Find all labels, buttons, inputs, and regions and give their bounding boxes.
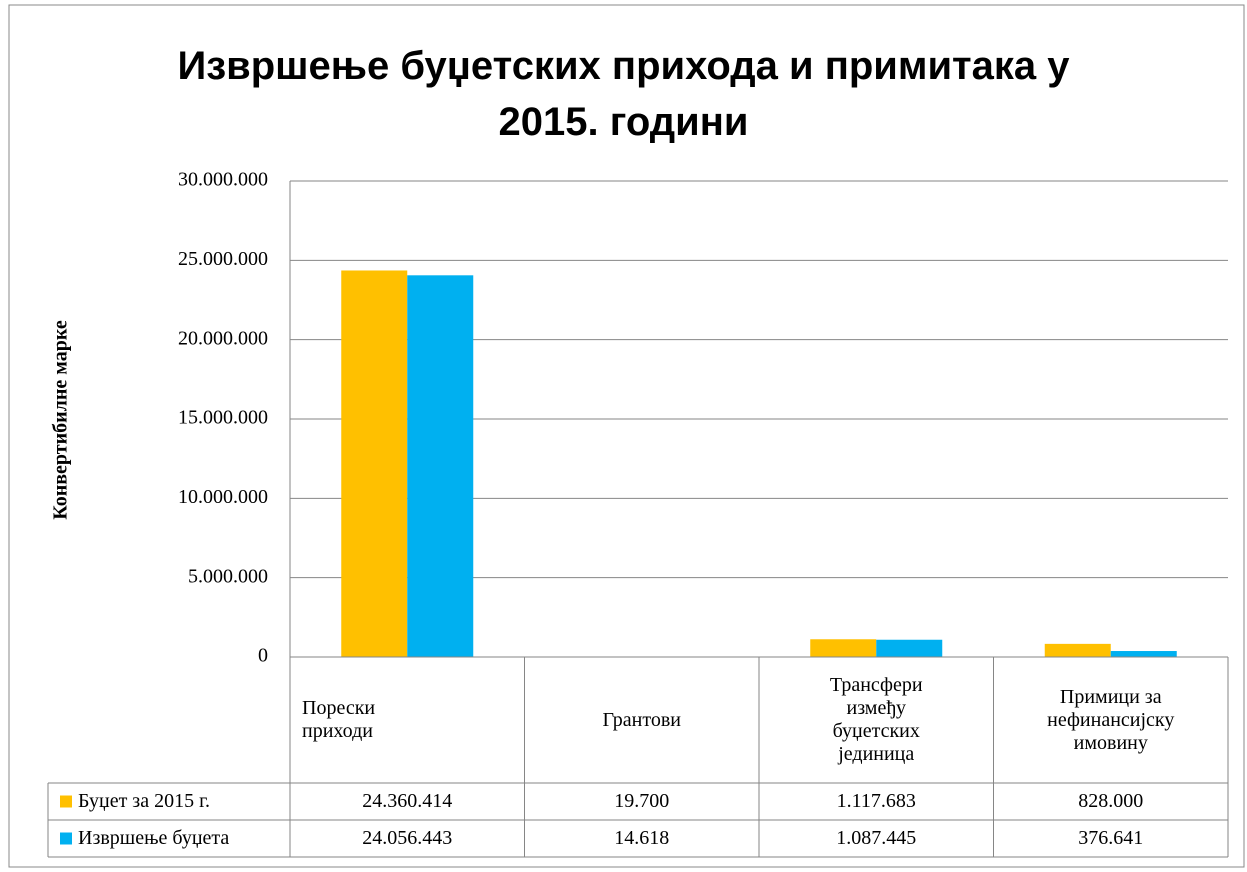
legend-swatch [60, 795, 72, 808]
y-axis-label: Конвертибилне марке [50, 320, 72, 520]
legend-label: Извршење буџета [78, 827, 229, 849]
table-value: 19.700 [614, 790, 669, 812]
bar [1044, 643, 1111, 657]
category-label: Грантови [602, 708, 681, 731]
y-tick-label: 10.000.000 [178, 486, 268, 508]
y-tick-label: 0 [258, 645, 268, 667]
table-value: 1.117.683 [837, 790, 916, 812]
y-tick-label: 25.000.000 [178, 248, 268, 270]
legend-label: Буџет за 2015 г. [78, 790, 210, 812]
chart-border [8, 4, 1245, 868]
table-value: 24.056.443 [362, 827, 452, 849]
y-tick-label: 5.000.000 [188, 565, 268, 587]
bar [1110, 651, 1177, 657]
category-label: Порески приходи [302, 697, 376, 742]
bar [810, 639, 877, 657]
table-value: 376.641 [1078, 827, 1143, 849]
table-value: 14.618 [614, 827, 669, 849]
y-tick-label: 30.000.000 [178, 169, 268, 191]
table-value: 1.087.445 [836, 827, 916, 849]
bar [341, 270, 408, 657]
bar [407, 275, 474, 657]
bar [876, 639, 943, 657]
chart-title: Извршење буџетских прихода и примитака у… [177, 44, 1070, 144]
category-label: Трансфери између буџетских јединица [829, 674, 923, 765]
y-tick-label: 20.000.000 [178, 327, 268, 349]
legend-swatch [60, 832, 72, 845]
table-value: 24.360.414 [362, 790, 452, 812]
table-value: 828.000 [1078, 790, 1143, 812]
category-label: Примици за нефинансијску имовину [1047, 685, 1175, 754]
y-tick-label: 15.000.000 [178, 407, 268, 429]
